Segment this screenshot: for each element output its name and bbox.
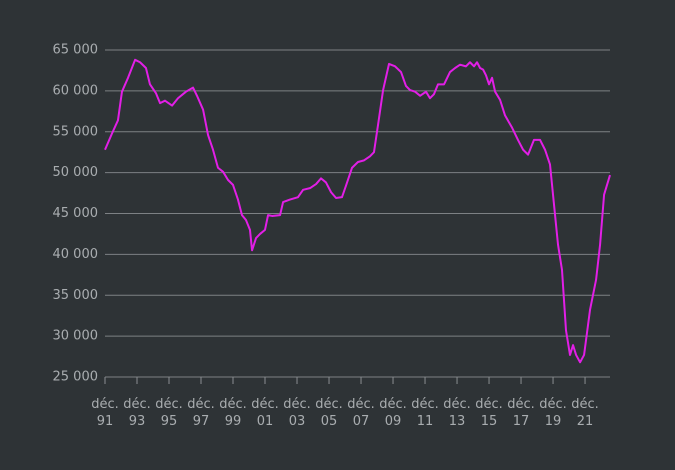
- x-tick-label: déc. 15: [475, 397, 503, 429]
- x-tick-label: déc. 99: [219, 397, 247, 429]
- y-tick-label: 50 000: [53, 165, 99, 180]
- y-tick-label: 60 000: [53, 83, 99, 98]
- x-tick-label: déc. 21: [571, 397, 599, 429]
- x-tick-label: déc. 07: [347, 397, 375, 429]
- y-tick-label: 40 000: [53, 247, 99, 262]
- x-tick-label: déc. 13: [443, 397, 471, 429]
- y-tick-label: 35 000: [53, 288, 99, 303]
- y-tick-label: 65 000: [53, 43, 99, 58]
- x-tick-label: déc. 11: [411, 397, 439, 429]
- x-tick-label: déc. 95: [155, 397, 183, 429]
- x-tick-label: déc. 05: [315, 397, 343, 429]
- x-tick-label: déc. 91: [91, 397, 119, 429]
- x-tick-label: déc. 97: [187, 397, 215, 429]
- y-tick-label: 55 000: [53, 124, 99, 139]
- x-tick-label: déc. 93: [123, 397, 151, 429]
- x-tick-label: déc. 19: [539, 397, 567, 429]
- y-tick-label: 30 000: [53, 329, 99, 344]
- x-tick-label: déc. 01: [251, 397, 279, 429]
- x-tick-label: déc. 09: [379, 397, 407, 429]
- y-tick-label: 45 000: [53, 206, 99, 221]
- x-tick-label: déc. 03: [283, 397, 311, 429]
- y-tick-label: 25 000: [53, 370, 99, 385]
- data-line: [104, 58, 611, 364]
- x-tick-label: déc. 17: [507, 397, 535, 429]
